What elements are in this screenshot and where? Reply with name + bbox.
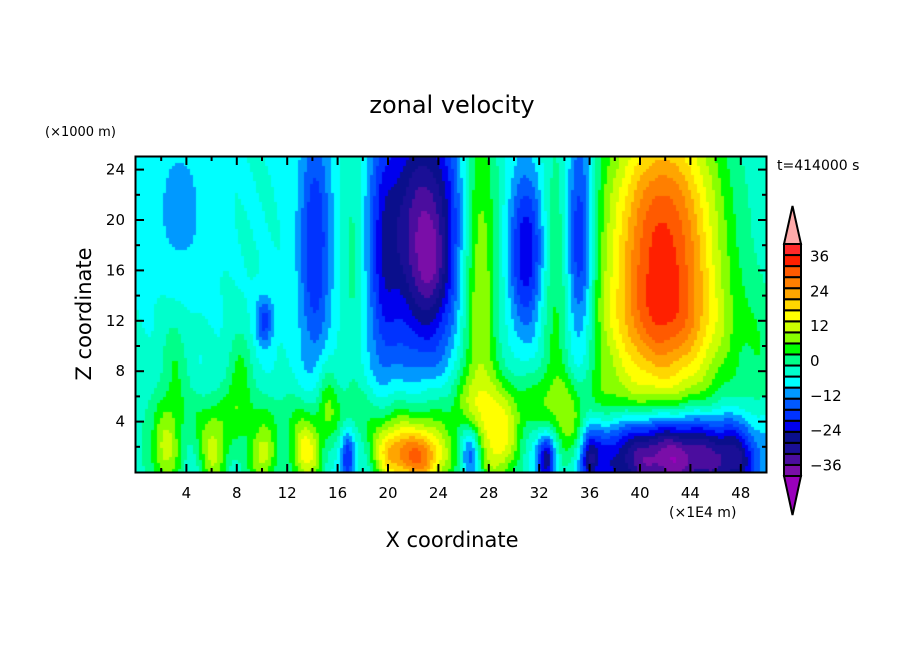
x-tick-label: 48 (731, 484, 750, 502)
chart-title: zonal velocity (369, 91, 534, 119)
colorbar-tick-label: 24 (810, 282, 829, 300)
y-tick-label: 20 (106, 211, 125, 229)
colorbar-tick-label: −24 (810, 422, 842, 440)
colorbar-box (783, 342, 802, 356)
colorbar-box (783, 364, 802, 378)
colorbar-box (783, 386, 802, 400)
colorbar-box (783, 276, 802, 290)
colorbar-tick-label: 12 (810, 317, 829, 335)
x-unit-label: (×1E4 m) (669, 505, 736, 521)
colorbar-box (783, 254, 802, 268)
x-tick-label: 44 (681, 484, 700, 502)
y-tick-label: 4 (115, 413, 125, 431)
x-tick-label: 40 (630, 484, 649, 502)
plot-frame (134, 155, 768, 474)
colorbar-tick-label: −36 (810, 456, 842, 474)
colorbar-box (783, 397, 802, 411)
heatmap-image (136, 157, 766, 472)
colorbar-box (783, 353, 802, 367)
colorbar-box (783, 408, 802, 422)
colorbar-box (783, 375, 802, 389)
y-unit-label: (×1000 m) (45, 125, 116, 140)
time-label: t=414000 s (777, 158, 859, 174)
colorbar-box (783, 430, 802, 444)
colorbar-box (783, 331, 802, 345)
colorbar-box (783, 419, 802, 433)
colorbar-box (783, 243, 802, 257)
x-tick-label: 8 (232, 484, 242, 502)
x-tick-labels: 4 8 12 16 20 24 28 32 36 40 44 48 (182, 484, 751, 502)
colorbar-tick-label: 36 (810, 248, 829, 266)
x-tick-label: 12 (278, 484, 297, 502)
colorbar-over-triangle (782, 205, 803, 245)
colorbar-tick-labels: 36 24 12 0 −12 −24 −36 (810, 248, 842, 475)
colorbar-box (783, 441, 802, 455)
y-tick-label: 16 (106, 261, 125, 279)
y-tick-label: 8 (115, 362, 125, 380)
colorbar-box (783, 463, 802, 478)
y-tick-label: 12 (106, 312, 125, 330)
y-axis-label: Z coordinate (72, 247, 96, 380)
x-tick-label: 20 (378, 484, 397, 502)
colorbar-box (783, 287, 802, 301)
x-tick-label: 36 (580, 484, 599, 502)
colorbar-box (783, 309, 802, 323)
x-axis-label: X coordinate (385, 528, 518, 552)
x-tick-label: 24 (429, 484, 448, 502)
colorbar (782, 205, 803, 516)
colorbar-tick-label: 0 (810, 352, 820, 370)
colorbar-box (783, 265, 802, 279)
y-tick-label: 24 (106, 161, 125, 179)
colorbar-box (783, 298, 802, 312)
x-tick-label: 28 (479, 484, 498, 502)
colorbar-tick-label: −12 (810, 387, 842, 405)
heatmap-field (136, 157, 766, 472)
x-tick-label: 16 (328, 484, 347, 502)
plot-axes (136, 157, 766, 472)
x-tick-label: 4 (182, 484, 192, 502)
colorbar-box (783, 320, 802, 334)
colorbar-box (783, 452, 802, 466)
x-tick-label: 32 (530, 484, 549, 502)
y-tick-labels: 4 8 12 16 20 24 (106, 161, 125, 431)
colorbar-under-triangle (782, 475, 803, 516)
